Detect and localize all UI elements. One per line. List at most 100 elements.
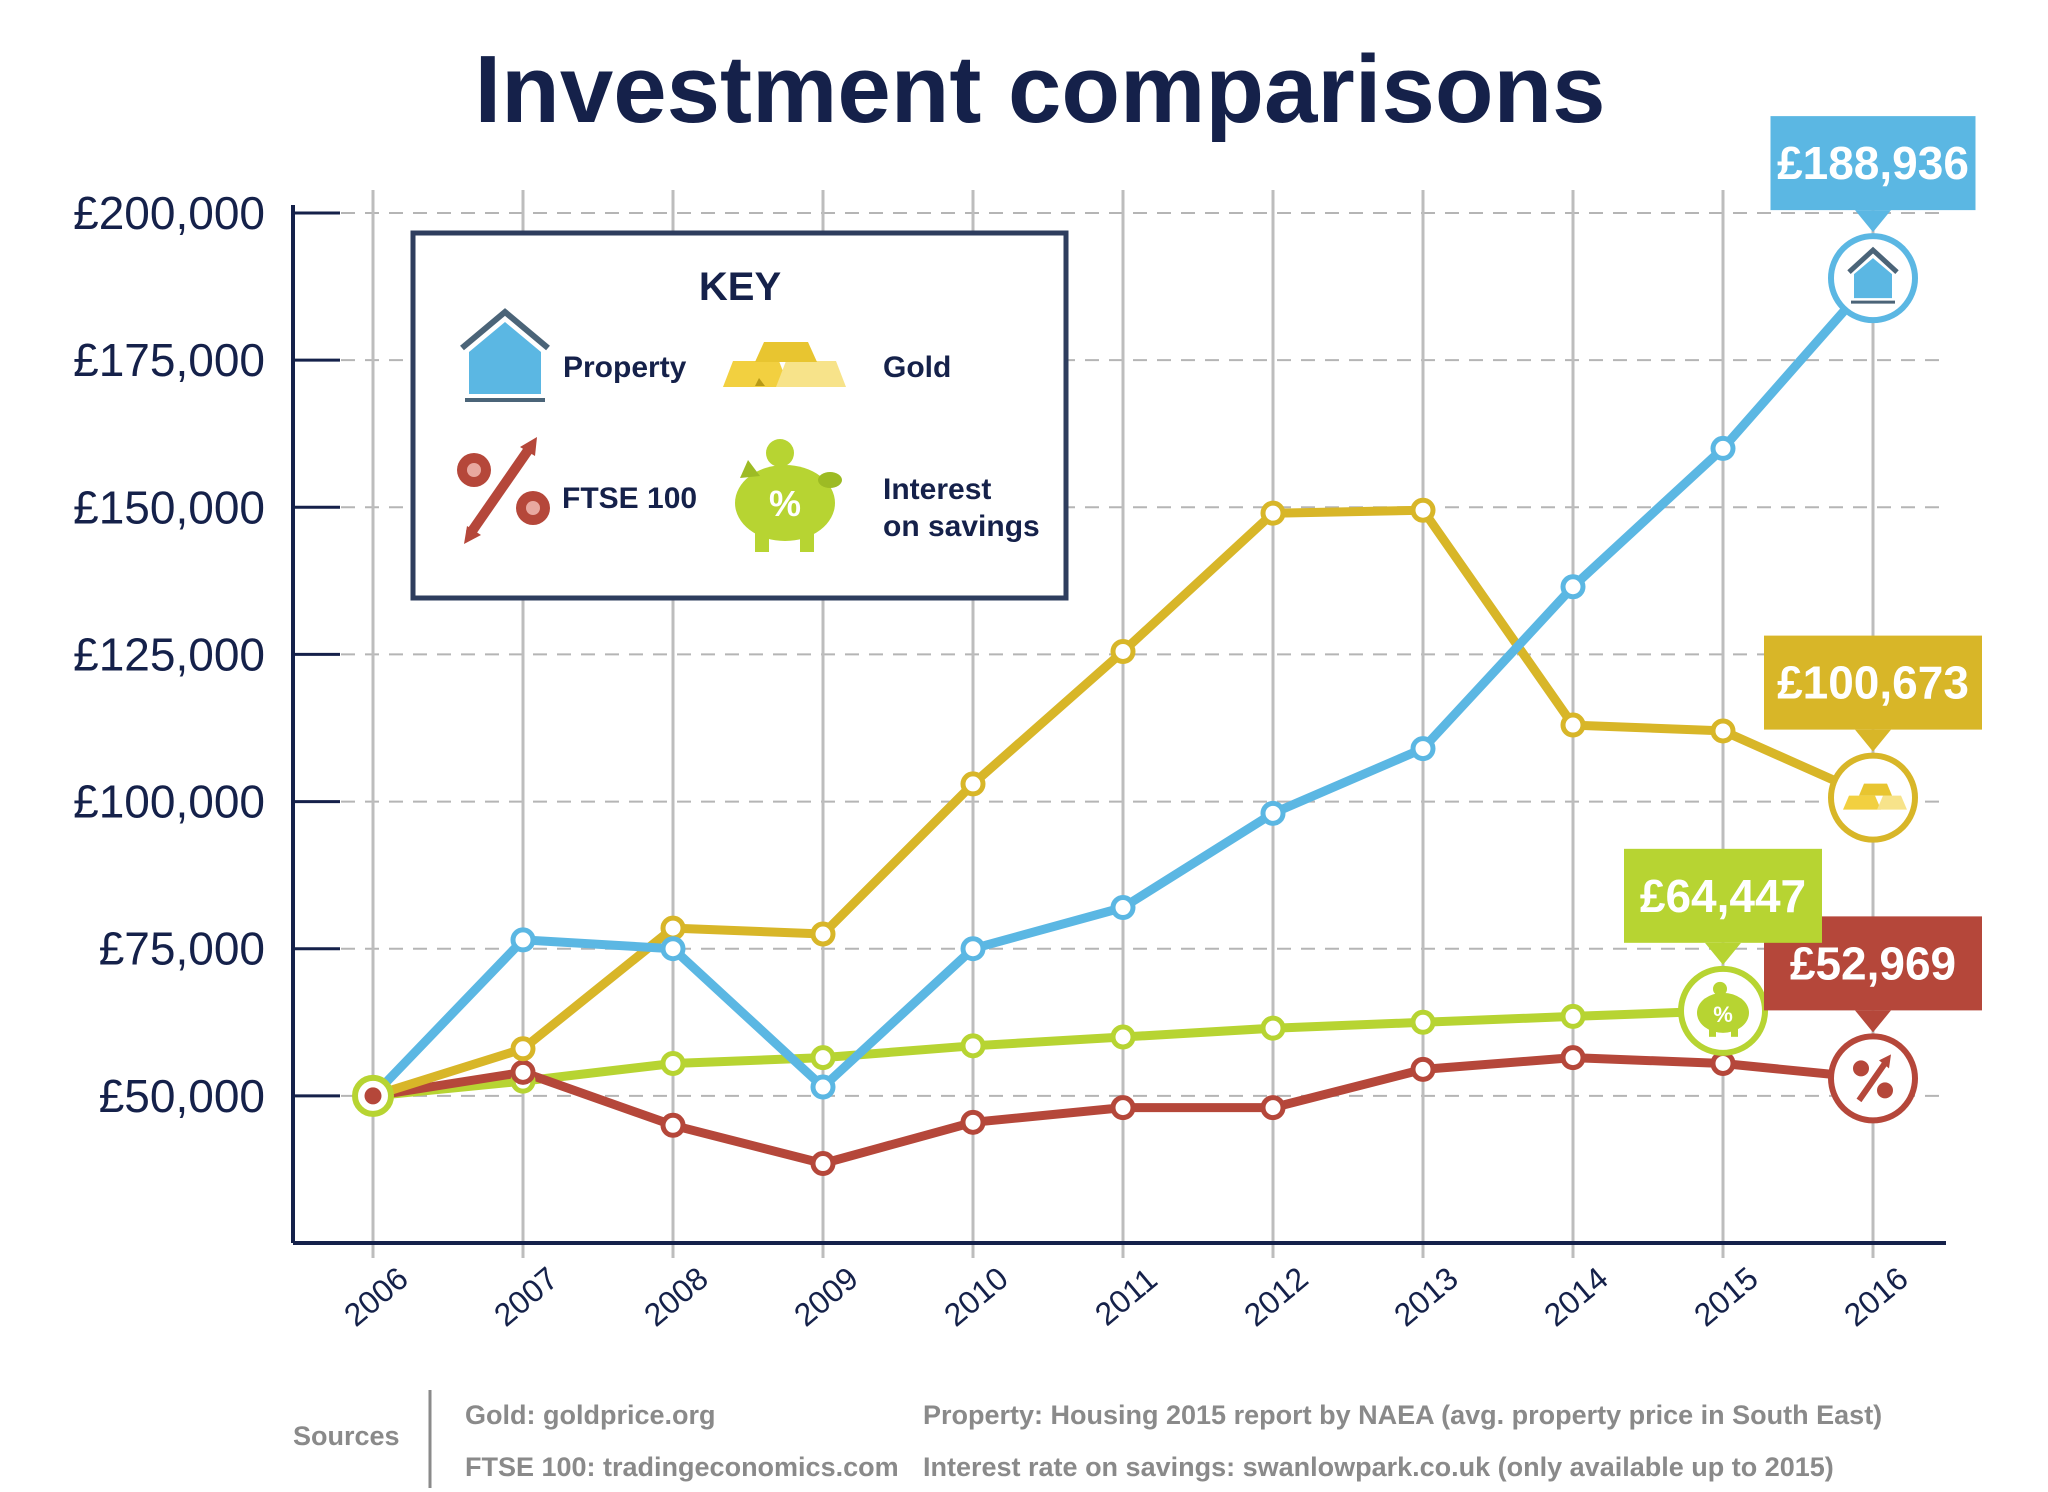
end-callouts: £188,936 £100,673 £52,969 £64,447: [1624, 116, 1982, 1033]
callout-pointer: [1855, 1010, 1891, 1033]
legend-label-gold: Gold: [883, 351, 951, 384]
data-point-interest-on-savings: [1560, 1003, 1586, 1029]
percent-arrow-icon: [1853, 1054, 1893, 1103]
x-axis-ticks: 2006 2007 2008 2009 2010 2011 2012 2013 2014 2015…: [337, 1260, 1915, 1333]
y-tick-label: £50,000: [99, 1070, 265, 1122]
data-point-gold: [810, 921, 836, 947]
source-gold: Gold: goldprice.org: [465, 1400, 716, 1430]
gold-bars-icon: [723, 342, 846, 387]
callout-gold: £100,673: [1764, 635, 1982, 752]
callout-box: [1624, 848, 1822, 943]
end-marker-percent: %: [1713, 1002, 1733, 1027]
piggy-bank-icon: %: [735, 439, 842, 552]
data-point-interest-on-savings: [960, 1033, 986, 1059]
data-point-gold: [1110, 638, 1136, 664]
data-point-ftse-100: [1560, 1045, 1586, 1071]
data-point-property: [1560, 574, 1586, 600]
gold-bars-icon: [1843, 783, 1907, 810]
x-tick-label: 2010: [937, 1260, 1015, 1333]
data-point-gold: [1710, 718, 1736, 744]
data-point-gold: [660, 915, 686, 941]
data-point-property: [1410, 736, 1436, 762]
x-tick-label: 2008: [637, 1260, 715, 1333]
data-point-interest-on-savings: [810, 1045, 836, 1071]
data-point-ftse-100: [810, 1151, 836, 1177]
data-point-gold: [1260, 500, 1286, 526]
start-marker-inner: [361, 1084, 385, 1108]
legend-label-interest-1: Interest: [883, 473, 991, 506]
data-point-ftse-100: [1260, 1095, 1286, 1121]
data-point-property: [1110, 895, 1136, 921]
callout-interest-on-savings: £64,447: [1624, 848, 1822, 965]
chart-title: Investment comparisons: [475, 36, 1606, 143]
source-interest: Interest rate on savings: swanlowpark.co…: [923, 1452, 1834, 1482]
data-point-ftse-100: [510, 1059, 536, 1085]
house-icon: [1847, 246, 1899, 304]
source-ftse: FTSE 100: tradingeconomics.com: [465, 1452, 899, 1482]
y-tick-label: £100,000: [73, 776, 265, 828]
x-tick-label: 2009: [787, 1260, 865, 1333]
legend-label-interest-2: on savings: [883, 510, 1040, 543]
data-point-interest-on-savings: [660, 1050, 686, 1076]
data-point-ftse-100: [660, 1112, 686, 1138]
callout-property: £188,936: [1770, 116, 1976, 233]
y-tick-label: £175,000: [73, 334, 265, 386]
x-tick-label: 2007: [487, 1260, 565, 1333]
end-marker-ftse-100: [1828, 1033, 1918, 1124]
end-marker-gold: [1828, 752, 1918, 843]
x-tick-label: 2014: [1537, 1260, 1615, 1333]
sources-footer: Sources Gold: goldprice.org FTSE 100: tr…: [293, 1390, 1882, 1488]
callout-value: £52,969: [1790, 937, 1956, 989]
callout-value: £64,447: [1640, 870, 1806, 922]
legend-label-ftse: FTSE 100: [562, 482, 697, 515]
data-point-gold: [960, 771, 986, 797]
data-point-ftse-100: [1110, 1095, 1136, 1121]
piggy-percent: %: [769, 483, 801, 524]
sources-label: Sources: [293, 1421, 400, 1451]
end-marker-property: [1828, 233, 1918, 324]
callout-box: [1770, 116, 1976, 211]
data-point-property: [660, 936, 686, 962]
data-point-ftse-100: [1410, 1056, 1436, 1082]
data-point-interest-on-savings: [1260, 1015, 1286, 1041]
x-tick-label: 2016: [1837, 1260, 1915, 1333]
series: [352, 273, 1878, 1177]
x-tick-label: 2015: [1687, 1260, 1765, 1333]
y-axis-ticks: £200,000 £175,000 £150,000 £125,000 £100,000…: [73, 187, 265, 1122]
x-tick-label: 2013: [1387, 1260, 1465, 1333]
callout-pointer: [1855, 729, 1891, 752]
x-tick-label: 2012: [1237, 1260, 1315, 1333]
data-point-property: [510, 927, 536, 953]
y-tick-label: £150,000: [73, 481, 265, 533]
piggy-bank-icon: %: [1697, 981, 1749, 1037]
data-point-ftse-100: [960, 1109, 986, 1135]
y-tick-label: £125,000: [73, 628, 265, 680]
data-point-property: [1260, 800, 1286, 826]
data-point-property: [1710, 435, 1736, 461]
legend-label-property: Property: [563, 351, 687, 384]
series-line-interest-on-savings: [368, 1006, 1728, 1101]
data-point-interest-on-savings: [1410, 1009, 1436, 1035]
callout-pointer: [1855, 210, 1891, 233]
end-markers: %: [1678, 233, 1918, 1124]
callout-pointer: [1705, 942, 1741, 965]
end-marker-interest-on-savings: %: [1678, 965, 1768, 1056]
legend-key: KEY Property Gold FTSE 100: [410, 230, 1069, 601]
data-point-property: [810, 1074, 836, 1100]
callout-box: [1764, 635, 1982, 730]
legend-title: KEY: [699, 265, 782, 309]
data-point-interest-on-savings: [1110, 1024, 1136, 1050]
source-property: Property: Housing 2015 report by NAEA (a…: [923, 1400, 1882, 1430]
callout-value: £100,673: [1777, 657, 1969, 709]
data-point-property: [960, 936, 986, 962]
data-point-gold: [1410, 497, 1436, 523]
x-tick-label: 2006: [337, 1260, 415, 1333]
x-tick-label: 2011: [1088, 1261, 1164, 1333]
y-tick-label: £200,000: [73, 187, 265, 239]
data-point-ftse-100: [1710, 1050, 1736, 1076]
percent-arrow-icon: [457, 437, 550, 544]
legend-box: [410, 230, 1069, 601]
data-point-gold: [510, 1036, 536, 1062]
house-icon: [460, 308, 550, 402]
